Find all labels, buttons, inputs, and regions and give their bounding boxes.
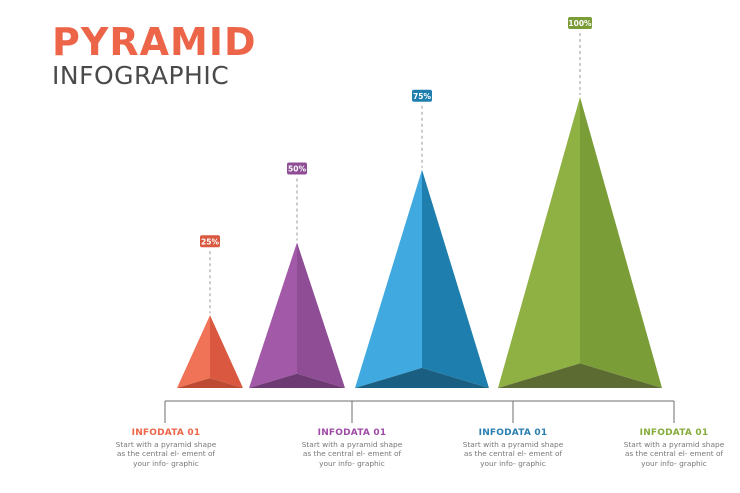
value-label-4: 100%: [568, 19, 592, 28]
pyramid-left-face-1: [177, 315, 210, 388]
pyramid-base-face-1: [177, 378, 243, 388]
infodata-desc-2: Start with a pyramid shape as the centra…: [301, 440, 403, 468]
pyramid-left-face-3: [355, 169, 422, 388]
infodata-block-1: INFODATA 01 Start with a pyramid shape a…: [114, 428, 218, 468]
infodata-desc-4: Start with a pyramid shape as the centra…: [623, 440, 725, 468]
pyramid-base-face-3: [355, 367, 489, 388]
infodata-block-4: INFODATA 01 Start with a pyramid shape a…: [622, 428, 726, 468]
pyramid-base-face-4: [498, 363, 662, 388]
value-badge-1: [200, 235, 220, 248]
title-block: PYRAMID INFOGRAPHIC: [52, 22, 257, 90]
pyramid-right-face-3: [422, 169, 489, 388]
pyramid-left-face-2: [249, 242, 297, 388]
infodata-title-2: INFODATA 01: [317, 428, 387, 438]
infodata-desc-1: Start with a pyramid shape as the centra…: [115, 440, 217, 468]
pyramid-left-face-4: [498, 97, 580, 388]
pyramid-right-face-4: [580, 97, 662, 388]
infodata-block-3: INFODATA 01 Start with a pyramid shape a…: [461, 428, 565, 468]
value-label-2: 50%: [288, 165, 306, 174]
pyramid-base-face-2: [249, 373, 345, 388]
value-badge-2: [287, 162, 307, 175]
page-subtitle: INFOGRAPHIC: [52, 61, 230, 90]
infodata-title-3: INFODATA 01: [478, 428, 548, 438]
infodata-title-4: INFODATA 01: [639, 428, 709, 438]
value-badge-4: [568, 17, 592, 29]
infodata-title-1: INFODATA 01: [131, 428, 201, 438]
infodata-block-2: INFODATA 01 Start with a pyramid shape a…: [300, 428, 404, 468]
value-label-1: 25%: [201, 237, 219, 246]
page-title: PYRAMID: [52, 20, 257, 64]
pyramid-right-face-2: [297, 242, 345, 388]
pyramid-right-face-1: [210, 315, 243, 388]
value-label-3: 75%: [413, 92, 431, 101]
value-badge-3: [412, 89, 432, 102]
infodata-desc-3: Start with a pyramid shape as the centra…: [462, 440, 564, 468]
